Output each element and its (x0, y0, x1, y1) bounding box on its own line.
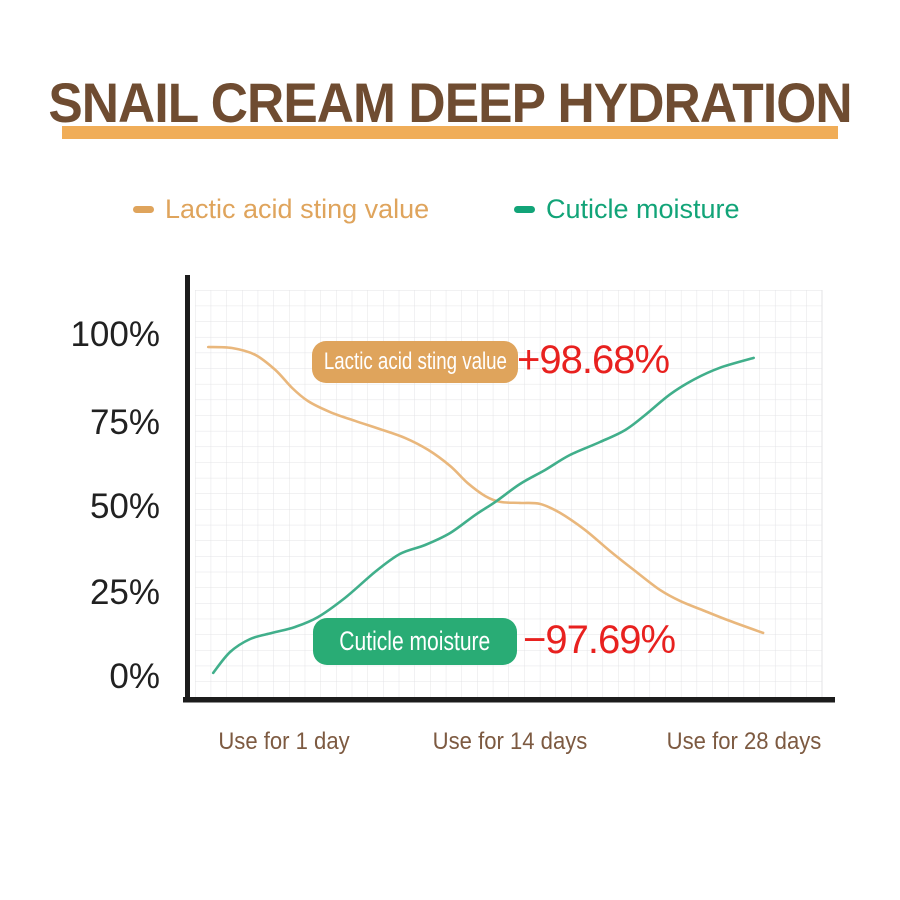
cuticle-moisture-badge: Cuticle moisture (313, 618, 517, 665)
y-tick-25: 25% (89, 573, 160, 612)
cuticle-moisture-delta-value: −97.69% (523, 618, 676, 662)
y-tick-50: 50% (89, 487, 160, 526)
lactic-acid-delta-value: +98.68% (517, 338, 670, 382)
lactic-acid-badge: Lactic acid sting value (312, 341, 518, 383)
lactic-acid-sting-line (206, 345, 765, 635)
legend-label-lactic: Lactic acid sting value (165, 194, 430, 224)
x-tick-day28: Use for 28 days (666, 728, 822, 755)
cuticle-legend-dash-icon (514, 206, 535, 213)
title-underline-bar (62, 126, 838, 139)
x-axis-line (183, 697, 835, 703)
x-tick-day1: Use for 1 day (218, 728, 350, 755)
page-title: SNAIL CREAM DEEP HYDRATION (48, 71, 852, 134)
y-tick-100: 100% (70, 315, 160, 354)
y-tick-75: 75% (89, 403, 160, 442)
legend-item-cuticle: Cuticle moisture (514, 194, 740, 225)
lactic-legend-dash-icon (133, 206, 154, 213)
cuticle-moisture-line (211, 356, 755, 675)
legend-label-cuticle: Cuticle moisture (546, 194, 740, 224)
cuticle-moisture-badge-label: Cuticle moisture (339, 626, 491, 656)
x-tick-day14: Use for 14 days (432, 728, 588, 755)
y-axis-line (185, 275, 190, 702)
legend-item-lactic: Lactic acid sting value (133, 194, 429, 225)
lactic-acid-badge-label: Lactic acid sting value (323, 348, 507, 375)
y-tick-0: 0% (109, 657, 160, 696)
